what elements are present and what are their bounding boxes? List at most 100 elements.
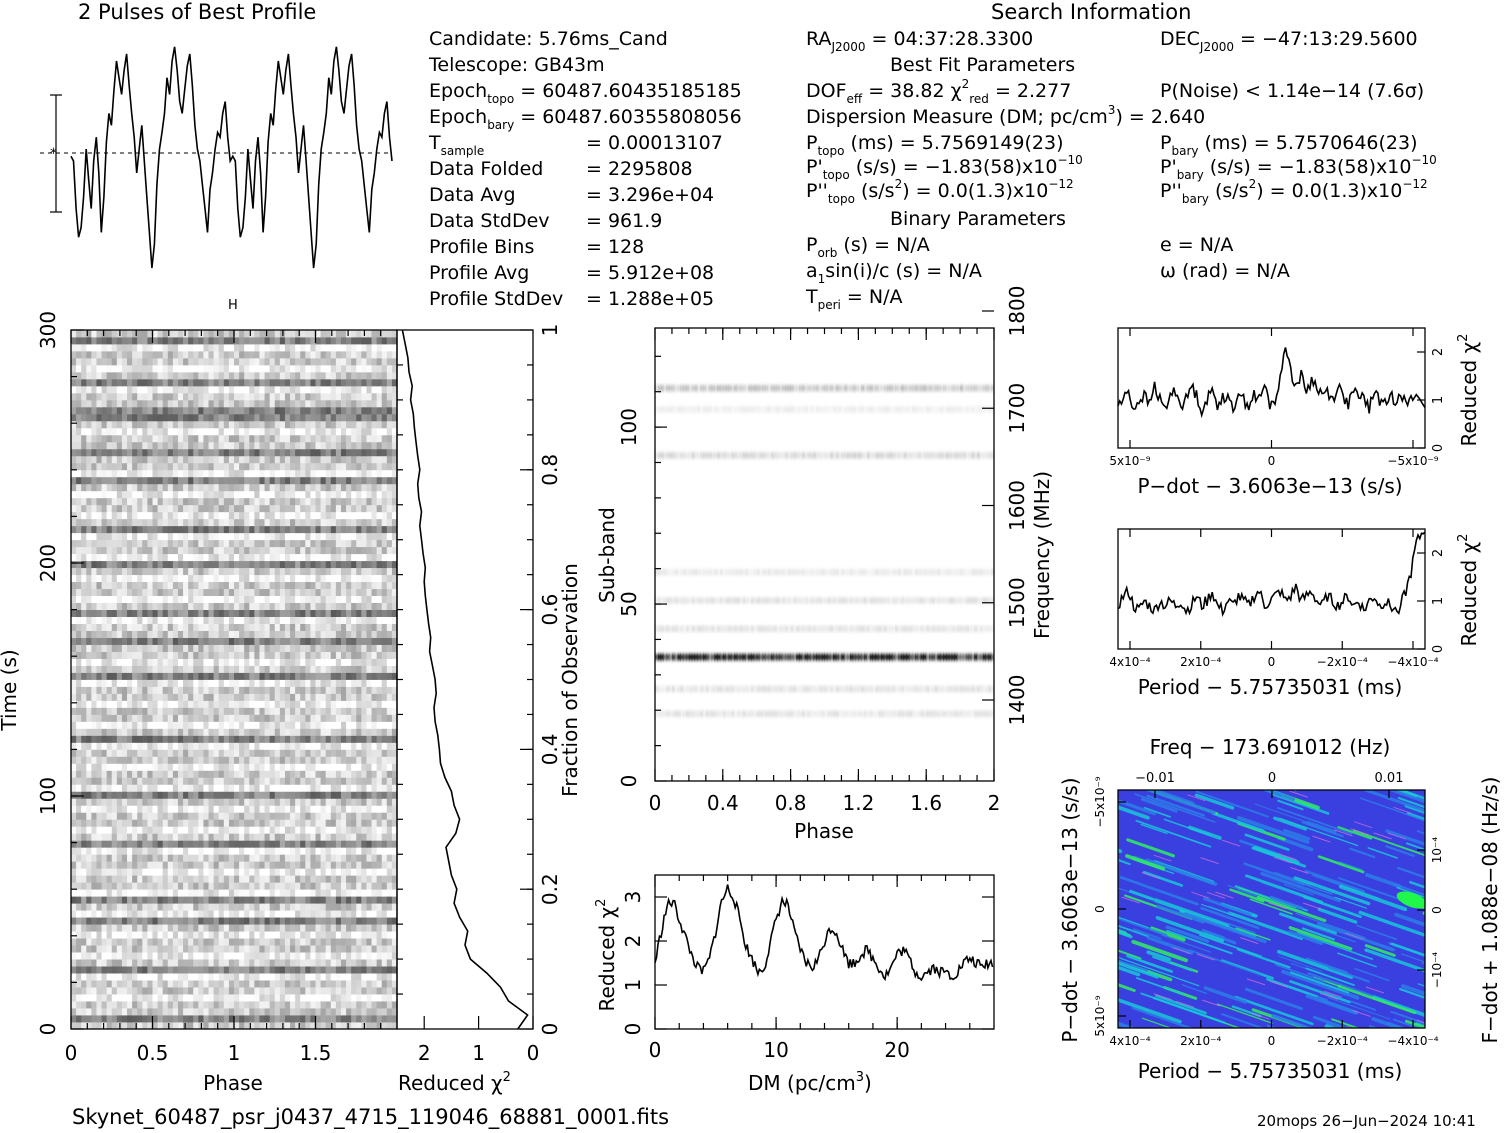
tp-cell bbox=[177, 1022, 184, 1029]
tp-cell bbox=[71, 791, 77, 799]
tp-cell bbox=[315, 672, 322, 680]
tp-cell bbox=[172, 910, 179, 918]
tp-cell bbox=[305, 889, 311, 897]
tp-cell bbox=[116, 1001, 123, 1009]
tp-cell bbox=[361, 966, 368, 974]
tp-cell bbox=[106, 546, 113, 555]
tp-cell bbox=[284, 490, 291, 499]
tp-cell bbox=[366, 497, 373, 506]
tp-cell bbox=[381, 721, 388, 729]
tp-cell bbox=[213, 924, 220, 932]
tp-cell bbox=[213, 602, 220, 610]
tp-cell bbox=[371, 833, 378, 841]
tp-cell bbox=[254, 595, 261, 604]
tp-cell bbox=[346, 945, 352, 953]
tp-cell bbox=[106, 798, 113, 806]
tp-cell bbox=[290, 504, 296, 513]
tp-cell bbox=[264, 546, 271, 555]
tp-cell bbox=[335, 504, 342, 513]
tp-cell bbox=[335, 945, 342, 953]
tp-cell bbox=[305, 616, 311, 624]
tp-cell bbox=[340, 532, 347, 541]
tp-cell bbox=[167, 651, 174, 659]
tp-cell bbox=[213, 700, 220, 708]
tp-cell bbox=[218, 1015, 225, 1023]
tp-cell bbox=[208, 511, 215, 520]
tp-cell bbox=[325, 924, 332, 932]
tp-cell bbox=[172, 504, 179, 513]
tp-cell bbox=[228, 777, 235, 785]
tp-cell bbox=[177, 1008, 184, 1016]
tp-cell bbox=[279, 651, 286, 659]
tp-cell bbox=[315, 616, 322, 624]
tp-cell bbox=[381, 581, 388, 590]
tp-cell bbox=[157, 483, 164, 492]
tp-cell bbox=[167, 847, 174, 855]
tp-cell bbox=[177, 833, 184, 841]
tp-cell bbox=[127, 882, 133, 890]
tp-cell bbox=[356, 658, 362, 666]
tp-cell bbox=[223, 819, 230, 827]
tp-cell bbox=[132, 1001, 138, 1009]
tp-cell bbox=[183, 714, 189, 722]
tp-cell bbox=[213, 532, 220, 541]
tp-cell bbox=[346, 1008, 352, 1016]
tp-cell bbox=[340, 630, 347, 638]
tp-cell bbox=[116, 490, 123, 499]
tp-cell bbox=[142, 602, 148, 610]
tp-cell bbox=[290, 497, 296, 506]
tp-cell bbox=[193, 672, 199, 680]
tp-cell bbox=[198, 812, 205, 820]
tp-cell bbox=[218, 679, 225, 687]
tp-cell bbox=[218, 973, 225, 981]
tp-cell bbox=[223, 812, 230, 820]
tp-cell bbox=[71, 707, 77, 715]
tp-cell bbox=[315, 637, 322, 645]
tp-cell bbox=[147, 602, 154, 610]
tp-cell bbox=[381, 805, 388, 813]
tp-cell bbox=[391, 959, 397, 967]
tp-cell bbox=[116, 532, 123, 541]
tp-cell bbox=[81, 553, 87, 562]
tp-cell bbox=[208, 539, 215, 548]
tp-cell bbox=[106, 644, 113, 652]
tp-cell bbox=[269, 980, 276, 988]
tp-cell bbox=[244, 952, 250, 960]
tp-cell bbox=[269, 861, 276, 869]
tp-cell bbox=[356, 686, 362, 694]
tp-cell bbox=[340, 952, 347, 960]
tp-cell bbox=[188, 483, 194, 492]
tp-cell bbox=[172, 721, 179, 729]
tp-cell bbox=[279, 812, 286, 820]
tp-cell bbox=[116, 504, 123, 513]
tp-cell bbox=[132, 952, 138, 960]
tp-cell bbox=[101, 574, 108, 583]
tp-cell bbox=[284, 763, 291, 771]
tp-cell bbox=[121, 868, 128, 876]
tp-cell bbox=[106, 588, 113, 597]
tp-cell bbox=[193, 525, 199, 534]
tp-cell bbox=[101, 483, 108, 492]
tp-cell bbox=[223, 994, 230, 1002]
tp-cell bbox=[127, 840, 133, 848]
tp-cell bbox=[183, 644, 189, 652]
tp-cell bbox=[295, 588, 301, 597]
tp-cell bbox=[330, 630, 337, 638]
tp-cell bbox=[371, 735, 378, 743]
tp-cell bbox=[137, 693, 143, 701]
tp-cell bbox=[259, 889, 266, 897]
tp-cell bbox=[325, 798, 332, 806]
tp-cell bbox=[376, 938, 383, 946]
tp-cell bbox=[152, 945, 159, 953]
tp-cell bbox=[234, 868, 240, 876]
tp-cell bbox=[366, 742, 373, 750]
tp-cell bbox=[325, 931, 332, 939]
tp-cell bbox=[269, 602, 276, 610]
tp-cell bbox=[244, 588, 250, 597]
tp-cell bbox=[315, 595, 322, 604]
tp-cell bbox=[259, 714, 266, 722]
tp-cell bbox=[137, 623, 143, 631]
tp-cell bbox=[101, 700, 108, 708]
tp-cell bbox=[264, 490, 271, 499]
tp-cell bbox=[366, 609, 373, 617]
